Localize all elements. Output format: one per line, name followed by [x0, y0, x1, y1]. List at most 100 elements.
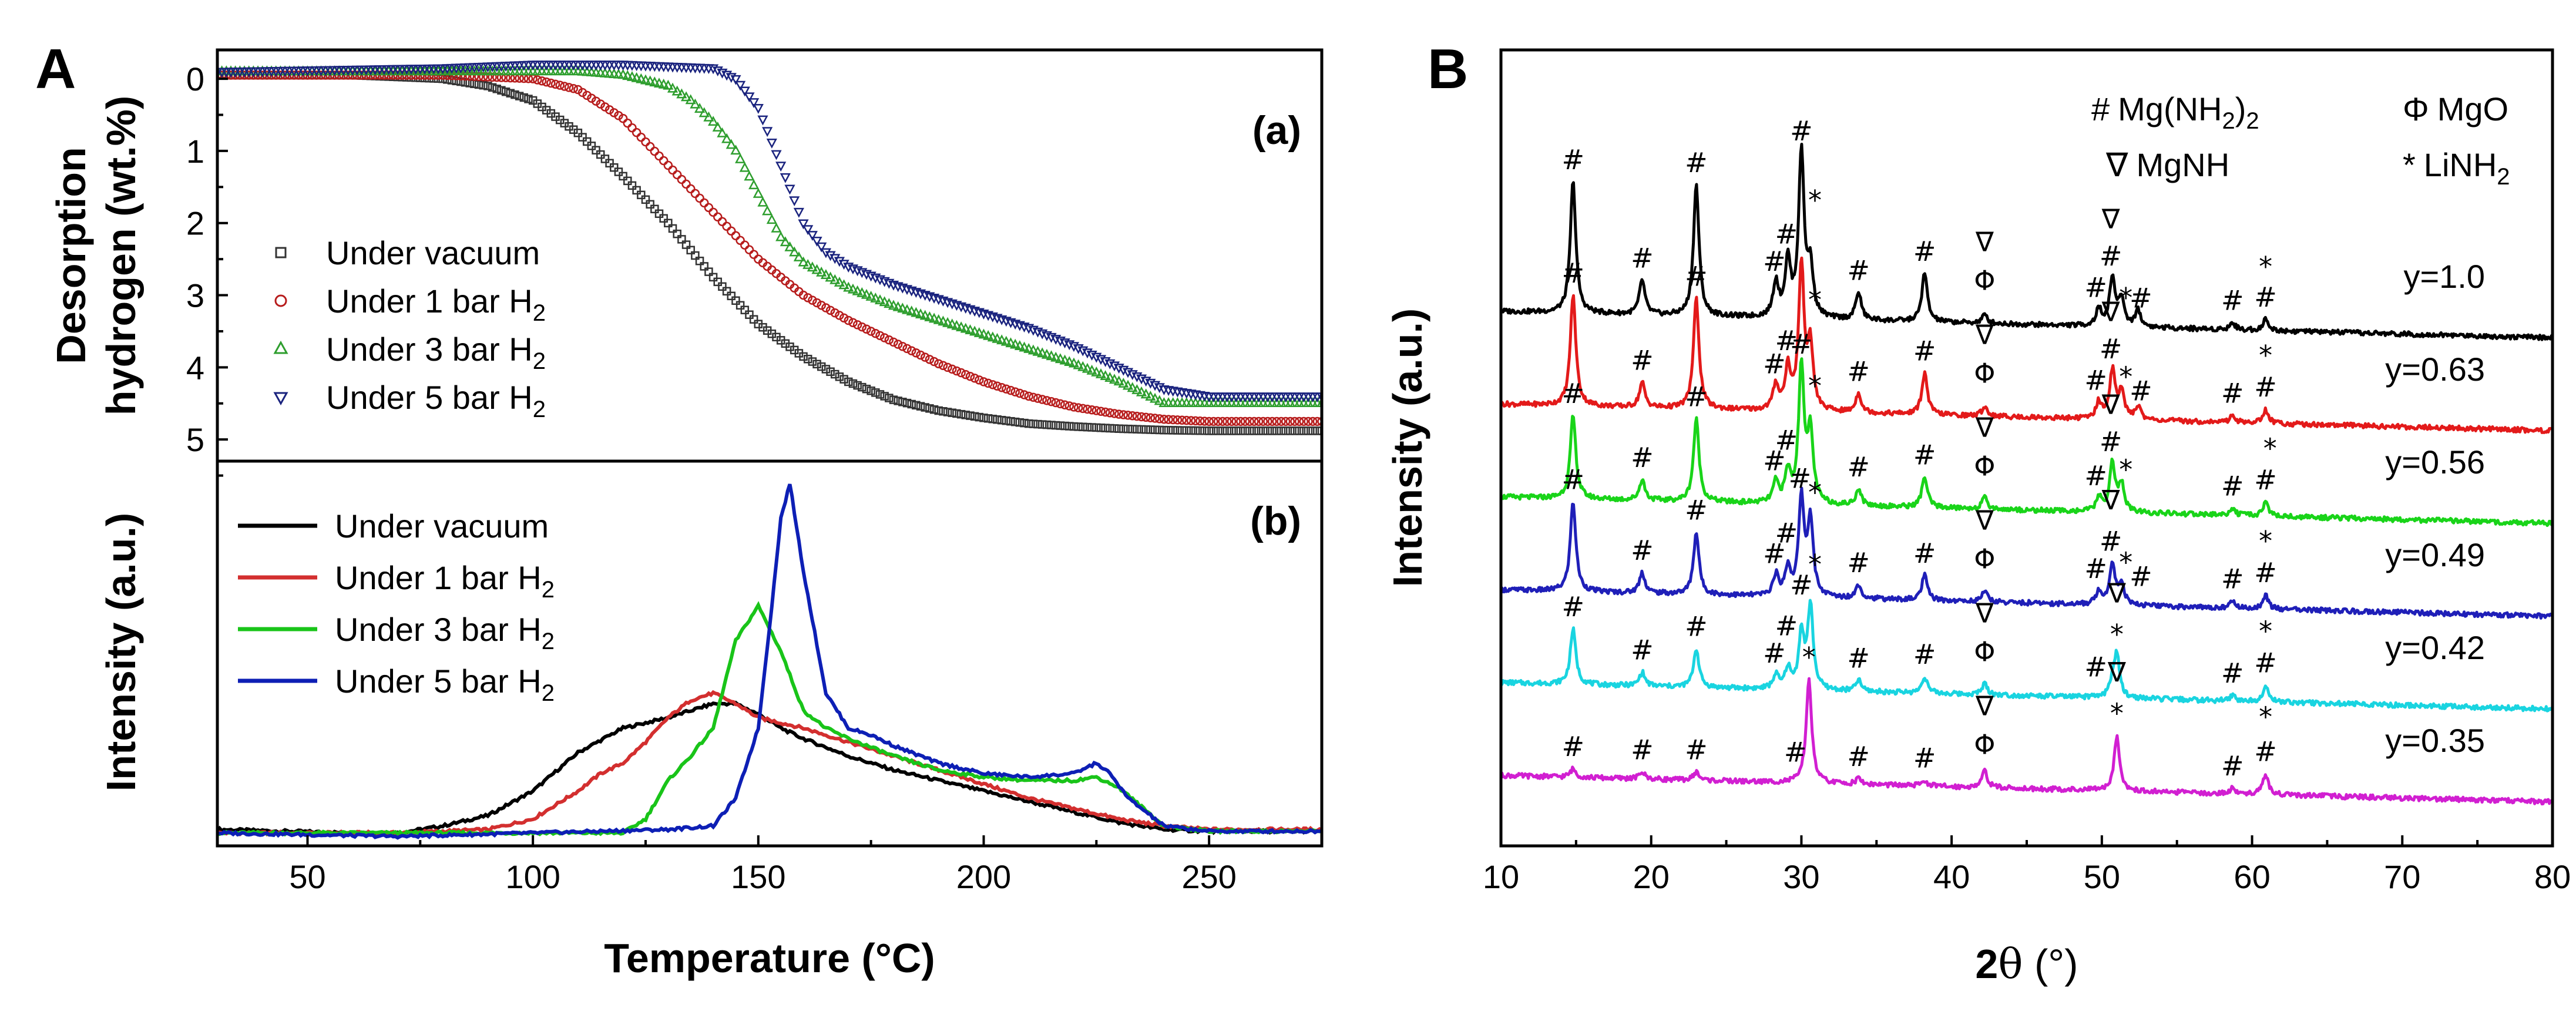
legend-label: Under 3 bar H2: [335, 611, 555, 654]
peak-marker: #: [1763, 637, 1786, 669]
desorption-point: [847, 283, 859, 294]
peak-marker: #: [2130, 283, 2152, 314]
x-tick-label: 10: [1483, 858, 1519, 895]
desorption-point: [817, 300, 826, 310]
desorption-point: [1195, 416, 1205, 426]
desorption-point: [730, 75, 741, 85]
desorption-point: [619, 172, 627, 181]
desorption-point: [943, 362, 952, 372]
peak-marker: *: [1808, 184, 1822, 216]
desorption-point: [857, 322, 867, 332]
desorption-point: [771, 222, 782, 233]
desorption-point: [582, 90, 592, 100]
pattern-label: y=0.56: [2385, 444, 2485, 481]
desorption-point: [838, 260, 849, 270]
desorption-point: [956, 409, 966, 419]
desorption-point: [1123, 424, 1133, 434]
desorption-point: [1155, 425, 1164, 435]
desorption-point: [592, 146, 600, 154]
peak-marker: *: [2259, 251, 2272, 283]
desorption-point: [1010, 417, 1020, 426]
desorption-point: [939, 407, 948, 416]
desorption-point: [844, 377, 853, 387]
desorption-point: [1173, 426, 1182, 435]
desorption-point: [1024, 391, 1033, 401]
desorption-point: [671, 85, 683, 96]
peak-marker: #: [2084, 460, 2107, 492]
legend-text: Mg(NH: [2118, 90, 2222, 127]
peak-marker: *: [2263, 432, 2277, 464]
desorption-point: [501, 87, 511, 96]
desorption-point: [893, 340, 903, 349]
desorption-point: [839, 375, 848, 384]
peak-marker: ∇: [2107, 656, 2126, 688]
desorption-point: [740, 240, 750, 250]
peak-marker: *: [1808, 370, 1822, 402]
y-tick-label: 1: [186, 133, 204, 170]
y-tick-label: 4: [186, 349, 204, 386]
desorption-point: [1056, 421, 1065, 430]
desorption-point: [749, 315, 758, 324]
desorption-point: [456, 77, 465, 86]
desorption-point: [1128, 425, 1137, 434]
peak-marker: ∇: [1975, 505, 1994, 536]
desorption-point: [780, 173, 791, 183]
desorption-point: [1015, 388, 1025, 398]
desorption-point: [1137, 412, 1146, 422]
desorption-point: [830, 308, 840, 318]
desorption-point: [1064, 356, 1075, 367]
x-tick-label: 40: [1933, 858, 1970, 895]
peak-marker: #: [1775, 218, 1798, 250]
desorption-point: [717, 127, 728, 137]
peak-marker: #: [2221, 750, 2244, 782]
desorption-point: [1141, 412, 1151, 422]
desorption-point: [838, 279, 849, 290]
desorption-point: [591, 96, 601, 106]
desorption-point: [1047, 421, 1056, 429]
desorption-point: [704, 203, 714, 213]
desorption-point: [1051, 398, 1061, 408]
desorption-point: [803, 354, 812, 364]
desorption-point: [632, 186, 641, 195]
desorption-point: [812, 298, 822, 308]
pattern-label: y=0.49: [2385, 536, 2485, 573]
desorption-point: [739, 162, 750, 172]
peak-marker: ∇: [2101, 484, 2120, 516]
desorption-point: [1285, 416, 1295, 426]
desorption-point: [844, 315, 854, 325]
desorption-point: [718, 282, 727, 291]
legend-label-main: Under vacuum: [335, 508, 549, 545]
peak-marker: *: [1808, 549, 1822, 580]
peak-marker: #: [2221, 285, 2244, 317]
peak-marker: #: [1790, 115, 1813, 147]
peak-marker: #: [2084, 271, 2107, 303]
desorption-point: [1020, 418, 1029, 428]
desorption-point: [1204, 426, 1214, 435]
desorption-point: [826, 367, 835, 376]
peak-marker: #: [2254, 464, 2277, 496]
legend-marker: [275, 247, 287, 258]
desorption-point: [488, 83, 497, 92]
desorption-point: [866, 327, 876, 336]
panel-b-xlabel: 2θ (°): [1975, 940, 2078, 988]
peak-marker: Φ: [1974, 636, 1995, 667]
desorption-point: [956, 368, 966, 378]
desorption-point: [983, 414, 993, 423]
peak-marker: #: [1847, 254, 1870, 286]
desorption-point: [975, 412, 984, 422]
desorption-point: [843, 281, 854, 292]
pattern-label: y=1.0: [2403, 258, 2485, 295]
desorption-point: [1164, 415, 1173, 424]
desorption-point: [965, 324, 976, 334]
desorption-point: [1268, 426, 1277, 435]
desorption-point: [609, 108, 619, 117]
desorption-point: [934, 406, 943, 415]
peak-marker: #: [2100, 526, 2122, 557]
desorption-point: [587, 142, 596, 150]
desorption-point: [654, 151, 664, 161]
desorption-point: [712, 121, 723, 132]
peak-marker: #: [1913, 742, 1936, 774]
desorption-point: [852, 320, 862, 330]
desorption-point: [695, 193, 704, 203]
desorption-point: [506, 89, 515, 98]
